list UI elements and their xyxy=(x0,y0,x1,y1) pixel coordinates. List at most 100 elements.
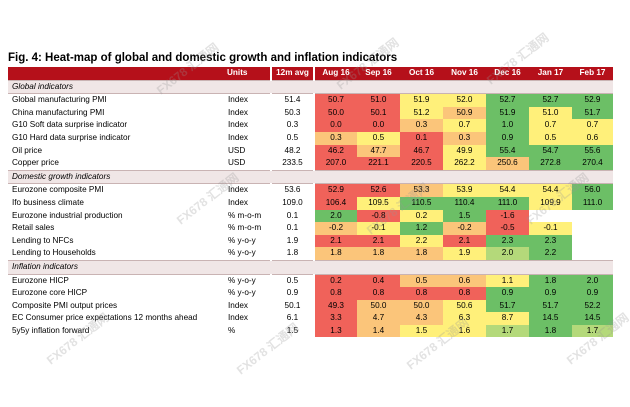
heat-cell: 4.3 xyxy=(400,312,443,325)
avg-cell: 109.0 xyxy=(270,196,314,210)
heat-cell: 51.0 xyxy=(529,106,572,120)
table-row: G10 Hard data surprise indicator Index 0.5… xyxy=(8,131,613,145)
avg-cell: 48.2 xyxy=(270,144,314,158)
avg-cell: 1.9 xyxy=(270,234,314,248)
heat-cell: 51.7 xyxy=(486,299,529,313)
heat-cell: 1.3 xyxy=(313,324,357,338)
heat-cell: 0.9 xyxy=(486,287,529,300)
heat-cell: 1.6 xyxy=(443,324,486,338)
heat-cell: 250.6 xyxy=(486,157,529,171)
section-header-row: Global indicators xyxy=(8,79,613,95)
avg-cell: 0.3 xyxy=(270,119,314,132)
heat-cell: 54.4 xyxy=(486,183,529,197)
heat-cell: 0.2 xyxy=(400,209,443,223)
indicator-name: Oil price xyxy=(12,145,43,155)
table-row: Eurozone composite PMI Index 53.6 52.9 52.6 5… xyxy=(8,183,613,197)
table-row: 5y5y inflation forward% 1.5 1.3 1.4 1.5 1.6 1.… xyxy=(8,324,613,338)
heat-cell: 0.2 xyxy=(313,274,357,288)
indicator-unit: % y-o-y xyxy=(228,288,256,298)
avg-cell: 0.5 xyxy=(270,274,314,288)
indicator-unit: % m-o-m xyxy=(228,210,262,220)
heat-cell: 53.3 xyxy=(400,183,443,197)
heat-cell: 0.9 xyxy=(529,287,572,300)
indicator-unit: Index xyxy=(228,120,249,130)
header-month: Dec 16 xyxy=(486,67,529,81)
section-fill xyxy=(271,259,613,275)
heat-cell: 207.0 xyxy=(313,157,357,171)
heat-cell: 50.0 xyxy=(357,299,400,313)
heat-cell: 47.7 xyxy=(357,144,400,158)
heat-cell: -0.1 xyxy=(357,222,400,235)
header-month: Jan 17 xyxy=(529,67,572,81)
heat-cell: 109.9 xyxy=(529,196,572,210)
heat-cell: 51.7 xyxy=(572,106,613,120)
heat-cell: 52.9 xyxy=(313,183,357,197)
indicator-unit: % xyxy=(228,325,236,335)
heat-cell: 262.2 xyxy=(443,157,486,171)
heat-cell: 2.0 xyxy=(313,209,357,223)
heat-cell: 0.3 xyxy=(313,131,357,145)
avg-cell: 50.3 xyxy=(270,106,314,120)
heat-cell: 1.7 xyxy=(572,324,613,338)
indicator-unit: Index xyxy=(228,300,249,310)
table-row: Composite PMI output prices Index 50.1 49.3… xyxy=(8,299,613,313)
heat-cell: 50.1 xyxy=(357,106,400,120)
header-units: Units xyxy=(223,67,271,81)
heat-cell: 50.6 xyxy=(443,299,486,313)
header-month: Nov 16 xyxy=(443,67,486,81)
avg-cell: 51.4 xyxy=(270,93,314,107)
indicator-unit: Index xyxy=(228,132,249,142)
heat-cell: 52.6 xyxy=(357,183,400,197)
table-row: Eurozone HICP% y-o-y 0.5 0.2 0.4 0.5 0.6 1.1 1.… xyxy=(8,274,613,288)
indicator-name: Composite PMI output prices xyxy=(12,300,118,310)
heat-cell: 49.9 xyxy=(443,144,486,158)
indicator-name: 5y5y inflation forward xyxy=(12,325,90,335)
heat-cell: 2.3 xyxy=(529,234,572,248)
heat-cell: 50.0 xyxy=(400,299,443,313)
heat-cell: -0.2 xyxy=(443,222,486,235)
heat-cell: 0.0 xyxy=(357,119,400,132)
indicator-unit: % y-o-y xyxy=(228,235,256,245)
heat-cell: 0.3 xyxy=(443,131,486,145)
heat-cell: 0.7 xyxy=(572,119,613,132)
heat-cell: 52.2 xyxy=(572,299,613,313)
avg-cell: 6.1 xyxy=(270,312,314,325)
indicator-unit: % m-o-m xyxy=(228,223,262,233)
table-row: China manufacturing PMI Index 50.3 50.0 50.1… xyxy=(8,106,613,120)
heat-cell: -0.5 xyxy=(486,222,529,235)
heat-cell: 1.7 xyxy=(486,324,529,338)
avg-cell: 233.5 xyxy=(270,157,314,171)
table-row: Eurozone core HICP% y-o-y 0.9 0.8 0.8 0.8 0.8… xyxy=(8,287,613,300)
indicator-name: G10 Hard data surprise indicator xyxy=(12,132,131,142)
heat-cell: 51.2 xyxy=(400,106,443,120)
heat-cell: -1.6 xyxy=(486,209,529,223)
heat-cell: 52.7 xyxy=(486,93,529,107)
heat-cell: 53.9 xyxy=(443,183,486,197)
heat-cell: 0.9 xyxy=(486,131,529,145)
indicator-name: Ifo business climate xyxy=(12,197,84,207)
section-label: Domestic growth indicators xyxy=(8,169,271,185)
heat-cell: 49.3 xyxy=(313,299,357,313)
heat-cell: 0.7 xyxy=(443,119,486,132)
heat-cell: 2.1 xyxy=(443,234,486,248)
avg-cell: 53.6 xyxy=(270,183,314,197)
heat-cell: 6.3 xyxy=(443,312,486,325)
indicator-name: Global manufacturing PMI xyxy=(12,95,107,105)
table-row: Oil price USD 48.2 46.2 47.7 46.7 49.9 55.4 54.7… xyxy=(8,144,613,158)
heat-cell: 0.5 xyxy=(529,131,572,145)
heat-cell: 1.0 xyxy=(486,119,529,132)
indicator-unit: % y-o-y xyxy=(228,275,256,285)
heat-cell: 0.8 xyxy=(313,287,357,300)
heat-cell: 2.0 xyxy=(572,274,613,288)
indicator-name: Copper price xyxy=(12,158,59,168)
heat-cell: 2.2 xyxy=(529,247,572,261)
heat-cell: 110.5 xyxy=(400,196,443,210)
heat-cell: 56.0 xyxy=(572,183,613,197)
heat-cell: 221.1 xyxy=(357,157,400,171)
indicator-unit: Index xyxy=(228,95,249,105)
heat-cell xyxy=(572,235,613,248)
heat-cell: 0.8 xyxy=(400,287,443,300)
avg-cell: 1.5 xyxy=(270,324,314,338)
indicator-unit: USD xyxy=(228,145,246,155)
indicator-name: G10 Soft data surprise indicator xyxy=(12,120,128,130)
